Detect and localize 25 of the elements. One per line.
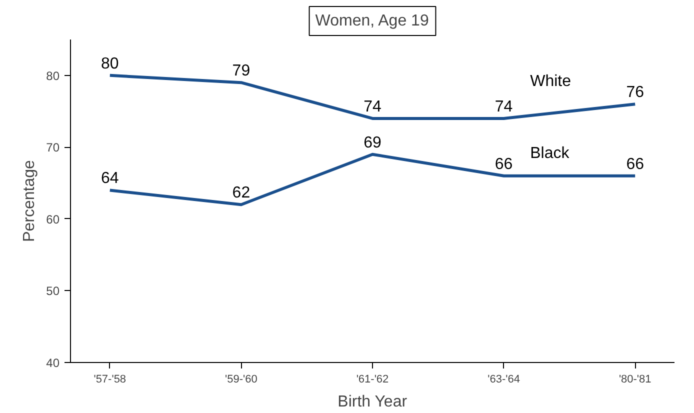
- data-label: 74: [494, 98, 513, 116]
- data-label: 64: [100, 170, 119, 188]
- series-label: Black: [530, 144, 570, 162]
- y-tick-label: 70: [46, 140, 60, 155]
- x-axis-title: Birth Year: [338, 394, 408, 410]
- x-tick-label: '59-'60: [225, 374, 258, 386]
- y-tick-label: 50: [46, 284, 60, 298]
- x-tick-label: '57-'58: [94, 374, 126, 386]
- y-tick-label: 80: [46, 68, 60, 83]
- series-label: White: [530, 73, 572, 90]
- y-tick-label: 40: [46, 356, 60, 370]
- y-axis-title: Percentage: [21, 160, 38, 242]
- data-label: 74: [364, 98, 382, 116]
- data-label: 62: [232, 184, 250, 202]
- data-label: 66: [626, 156, 644, 173]
- y-tick-label: 60: [46, 212, 60, 226]
- data-label: 80: [100, 55, 119, 72]
- x-tick-label: '63-'64: [488, 374, 520, 386]
- data-label: 76: [626, 84, 644, 102]
- data-label: 66: [494, 156, 513, 173]
- x-tick-label: '61-'62: [356, 374, 389, 386]
- data-label: 79: [232, 62, 250, 80]
- data-label: 69: [364, 134, 382, 152]
- chart-title: Women, Age 19: [315, 12, 429, 30]
- x-tick-label: '80-'81: [618, 374, 652, 386]
